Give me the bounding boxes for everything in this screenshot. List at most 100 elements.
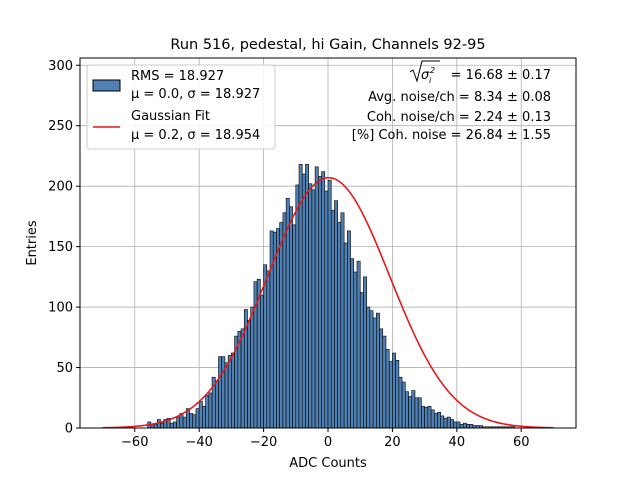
histogram-bar	[308, 183, 313, 429]
histogram-bar	[382, 335, 387, 429]
histogram-bar	[411, 390, 416, 429]
histogram-bar	[356, 260, 361, 429]
histogram-bar	[240, 328, 245, 429]
y-tick-label: 250	[48, 119, 73, 134]
histogram-bar	[453, 421, 458, 429]
histogram-bar	[176, 416, 181, 429]
histogram-bar	[343, 242, 348, 429]
histogram-bar	[218, 356, 223, 429]
histogram-bar	[205, 395, 210, 429]
histogram-bar	[224, 362, 229, 429]
x-tick-label: −40	[185, 435, 212, 450]
histogram-bar	[404, 391, 409, 429]
x-axis-label: ADC Counts	[289, 456, 367, 471]
histogram-bar	[433, 413, 438, 429]
stats-line-4: [%] Coh. noise = 26.84 ± 1.55	[352, 128, 551, 143]
histogram-bar	[321, 171, 326, 429]
histogram-bar	[353, 271, 358, 429]
histogram-bar	[292, 224, 297, 429]
histogram-bar	[359, 292, 364, 429]
histogram-bar	[311, 189, 316, 429]
chart-title: Run 516, pedestal, hi Gain, Channels 92-…	[170, 37, 485, 53]
histogram-bar	[327, 179, 332, 429]
histogram-bar	[372, 317, 377, 429]
histogram-bar	[198, 401, 203, 429]
histogram-bar	[231, 352, 235, 429]
svg-text:σ: σ	[421, 68, 430, 83]
histogram-bar	[260, 294, 264, 429]
histogram-bar	[408, 396, 413, 429]
svg-text:i: i	[429, 76, 432, 85]
histogram-bar	[350, 258, 355, 429]
x-tick-label: 40	[449, 435, 466, 450]
histogram-bar	[385, 349, 390, 429]
histogram-bar	[459, 424, 464, 429]
histogram-bar	[153, 424, 158, 429]
legend-histogram-line-2: μ = 0.0, σ = 18.927	[131, 87, 260, 102]
histogram-bar	[285, 197, 290, 429]
histogram-bar	[247, 320, 252, 429]
y-tick-label: 200	[48, 180, 73, 195]
histogram-bar	[366, 306, 371, 429]
histogram-bar	[208, 392, 213, 429]
histogram-bar	[392, 352, 396, 429]
stats-line-1: = 16.68 ± 0.17	[451, 68, 551, 83]
histogram-bar	[314, 166, 319, 429]
histogram-bar	[424, 407, 429, 429]
histogram-bar	[214, 380, 219, 429]
histogram-bar	[379, 328, 384, 429]
histogram-bar	[305, 164, 309, 429]
histogram-bar	[282, 212, 287, 429]
histogram-bar	[330, 210, 335, 429]
histogram-bar	[446, 416, 451, 429]
stats-line-2: Avg. noise/ch = 8.34 ± 0.08	[368, 90, 551, 105]
x-axis-ticks: −60 −40 −20 0 20 40 60	[121, 428, 530, 450]
histogram-bar	[398, 376, 403, 429]
x-tick-label: 20	[384, 435, 401, 450]
legend-fit-line-1: Gaussian Fit	[131, 109, 210, 124]
histogram-bar	[388, 361, 393, 429]
histogram-bar	[250, 306, 255, 429]
y-axis-ticks: 0 50 100 150 200 250 300	[48, 59, 80, 437]
histogram-bar	[443, 418, 448, 429]
stats-line-3: Coh. noise/ch = 2.24 ± 0.13	[367, 110, 551, 125]
y-tick-label: 150	[48, 240, 73, 255]
histogram-bar	[340, 212, 345, 429]
histogram-bar	[295, 184, 300, 429]
x-tick-label: −60	[121, 435, 148, 450]
histogram-bar	[469, 424, 474, 429]
histogram-bar	[192, 414, 197, 429]
histogram-bar	[301, 173, 306, 429]
histogram-bar	[276, 228, 280, 429]
legend-histogram-swatch	[92, 79, 121, 92]
histogram-bar	[430, 409, 435, 429]
histogram-bar	[456, 421, 461, 429]
x-tick-label: 60	[513, 435, 530, 450]
histogram-bar	[466, 424, 471, 429]
histogram-bar	[173, 421, 177, 429]
histogram-bar	[347, 230, 351, 429]
y-tick-label: 300	[48, 59, 73, 74]
histogram-bar	[440, 415, 445, 429]
stats-sqrt-symbol: σ 2 i	[409, 60, 440, 85]
histogram-bar	[160, 422, 165, 429]
svg-text:2: 2	[430, 66, 435, 75]
histogram-bar	[189, 413, 194, 429]
histogram-bar	[450, 419, 454, 429]
legend: RMS = 18.927 μ = 0.0, σ = 18.927 Gaussia…	[86, 64, 276, 150]
legend-box	[86, 64, 276, 150]
histogram-bar	[337, 222, 342, 429]
histogram-bar	[195, 408, 200, 429]
histogram-bar	[363, 276, 367, 429]
y-axis-label: Entries	[25, 220, 40, 266]
histogram-bar	[334, 200, 338, 429]
histogram-bar	[269, 230, 274, 429]
histogram-bar	[221, 356, 226, 429]
histogram-bar	[437, 411, 442, 429]
legend-histogram-line-1: RMS = 18.927	[131, 69, 224, 84]
histogram-bar	[369, 310, 374, 429]
gaussian-fit-curve	[102, 176, 554, 429]
y-tick-label: 100	[48, 301, 73, 316]
stats-box: σ 2 i = 16.68 ± 0.17 Avg. noise/ch = 8.3…	[352, 60, 551, 143]
